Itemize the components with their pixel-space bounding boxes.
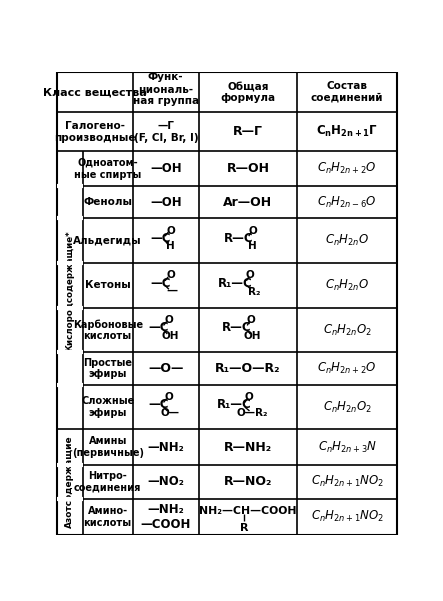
Text: O: O [166, 270, 175, 281]
Text: NH₂—CH—COOH: NH₂—CH—COOH [199, 505, 297, 516]
Text: R—C: R—C [224, 232, 253, 245]
Text: Азотсодержащие: Азотсодержащие [65, 436, 74, 528]
Text: O—: O— [161, 408, 180, 418]
Text: Простые
эфиры: Простые эфиры [83, 358, 132, 379]
Text: R—NO₂: R—NO₂ [224, 475, 272, 488]
Text: O: O [245, 392, 253, 402]
Text: Амино-
кислоты: Амино- кислоты [84, 506, 132, 528]
Text: O: O [164, 392, 173, 402]
Text: O: O [248, 226, 257, 236]
Text: Нитро-
соединения: Нитро- соединения [74, 471, 141, 493]
Text: R—Г: R—Г [233, 125, 263, 138]
Text: —Г
(F, Cl, Br, I): —Г (F, Cl, Br, I) [133, 121, 198, 142]
Text: —OH: —OH [150, 196, 182, 209]
Text: R₂: R₂ [248, 287, 260, 296]
Text: Общая
формула: Общая формула [221, 81, 276, 103]
Text: $C_nH_{2n+2}O$: $C_nH_{2n+2}O$ [317, 361, 377, 376]
Text: $C_nH_{2n}O_2$: $C_nH_{2n}O_2$ [323, 400, 372, 415]
Text: —C: —C [148, 322, 169, 334]
Text: Ar—OH: Ar—OH [223, 196, 272, 209]
Text: —NO₂: —NO₂ [148, 475, 184, 488]
Text: $\mathbf{C_nH_{2n+1}Г}$: $\mathbf{C_nH_{2n+1}Г}$ [316, 124, 378, 139]
Text: —C: —C [150, 276, 171, 290]
Text: Сложные
эфиры: Сложные эфиры [81, 396, 134, 418]
Text: H: H [166, 241, 175, 251]
Text: R—NH₂: R—NH₂ [224, 441, 272, 454]
Text: $C_nH_{2n+2}O$: $C_nH_{2n+2}O$ [317, 161, 377, 176]
Text: Кислородсодержащие*: Кислородсодержащие* [65, 230, 74, 351]
Text: $C_nH_{2n+1}NO_2$: $C_nH_{2n+1}NO_2$ [311, 509, 384, 524]
Text: O—R₂: O—R₂ [237, 408, 268, 418]
Text: —NH₂
—COOH: —NH₂ —COOH [140, 503, 191, 531]
Text: $C_nH_{2n}O$: $C_nH_{2n}O$ [325, 278, 369, 293]
Text: R: R [240, 523, 249, 532]
Text: Функ-
циональ-
ная группа: Функ- циональ- ная группа [133, 73, 199, 106]
Text: Карбоновые
кислоты: Карбоновые кислоты [73, 319, 143, 341]
Text: —OH: —OH [150, 162, 182, 175]
Text: Одноатом-
ные спирты: Одноатом- ные спирты [74, 158, 141, 180]
Text: H: H [248, 241, 257, 251]
Text: $C_nH_{2n+3}N$: $C_nH_{2n+3}N$ [318, 439, 377, 455]
Text: O: O [247, 315, 256, 325]
Text: $C_nH_{2n-6}O$: $C_nH_{2n-6}O$ [317, 195, 377, 210]
Text: Галогено-
производные: Галогено- производные [54, 121, 136, 142]
Text: Фенолы: Фенолы [83, 197, 132, 207]
Text: —NH₂: —NH₂ [148, 441, 184, 454]
Text: R₁—C: R₁—C [217, 398, 251, 411]
Text: —O—: —O— [148, 362, 183, 375]
Text: $C_nH_{2n}O_2$: $C_nH_{2n}O_2$ [323, 323, 372, 338]
Text: R₁—O—R₂: R₁—O—R₂ [215, 362, 281, 375]
Text: O: O [166, 226, 175, 236]
Text: —: — [167, 286, 178, 296]
Text: R—C: R—C [222, 322, 252, 334]
Text: R₁—C: R₁—C [218, 276, 253, 290]
Text: —C: —C [148, 398, 169, 411]
Text: Класс вещества: Класс вещества [43, 87, 147, 97]
Text: O: O [164, 315, 173, 325]
Text: $C_nH_{2n}O$: $C_nH_{2n}O$ [325, 233, 369, 248]
Text: OH: OH [162, 331, 179, 341]
Text: R—OH: R—OH [226, 162, 269, 175]
Text: O: O [246, 270, 255, 281]
Text: —C: —C [150, 232, 171, 245]
Text: OH: OH [244, 331, 261, 341]
Text: Кетоны: Кетоны [85, 281, 131, 290]
Text: $C_nH_{2n+1}NO_2$: $C_nH_{2n+1}NO_2$ [311, 474, 384, 489]
Text: Альдегиды: Альдегиды [74, 236, 142, 246]
Text: Состав
соединений: Состав соединений [311, 81, 383, 103]
Text: Амины
(первичные): Амины (первичные) [72, 436, 144, 458]
